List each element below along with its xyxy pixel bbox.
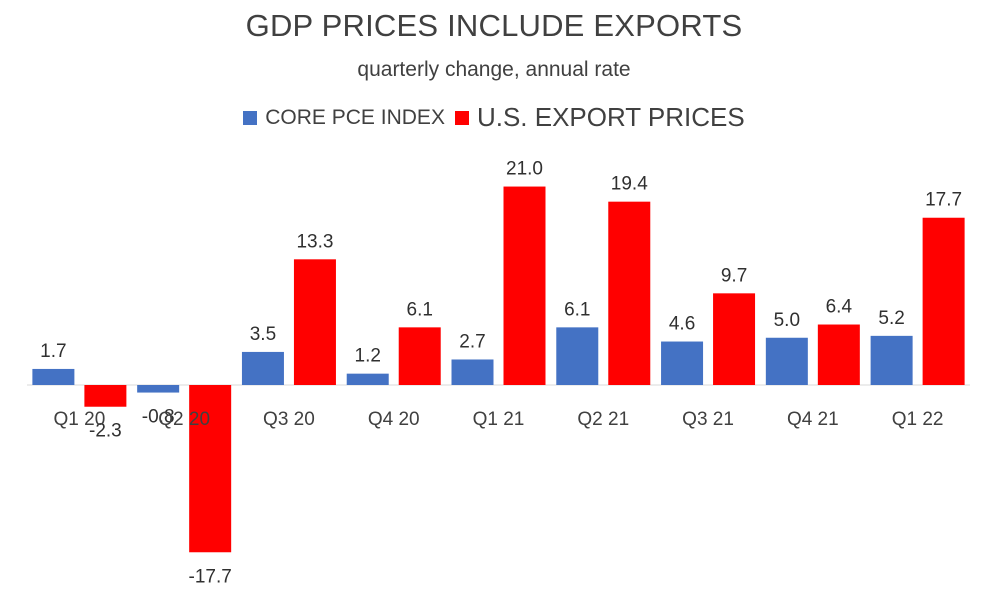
bar-core-pce (137, 385, 180, 393)
bar-export-prices (503, 186, 546, 385)
bar-core-pce (556, 327, 599, 385)
bar-export-prices (817, 324, 860, 385)
chart-legend: CORE PCE INDEX U.S. EXPORT PRICES (0, 102, 988, 133)
legend-item-export-prices: U.S. EXPORT PRICES (454, 102, 745, 133)
legend-item-core-pce: CORE PCE INDEX (243, 106, 445, 130)
data-label-core-pce: 4.6 (669, 314, 695, 335)
bar-core-pce (451, 359, 494, 385)
bar-core-pce (32, 368, 75, 385)
chart-title: GDP PRICES INCLUDE EXPORTS (245, 8, 743, 43)
data-label-export-prices: -2.3 (89, 421, 122, 442)
data-label-export-prices: 6.1 (407, 299, 433, 320)
bar-export-prices (84, 385, 127, 407)
bar-core-pce (241, 351, 284, 385)
data-label-export-prices: -17.7 (189, 566, 232, 587)
bar-export-prices (189, 385, 232, 553)
data-label-core-pce: 1.7 (40, 341, 66, 362)
data-label-core-pce: 2.7 (459, 331, 485, 352)
bar-core-pce (765, 337, 808, 385)
data-label-export-prices: 9.7 (721, 265, 747, 286)
x-tick-label: Q3 21 (682, 409, 734, 430)
bar-export-prices (398, 327, 441, 385)
bar-export-prices (608, 201, 651, 385)
data-label-core-pce: 1.2 (355, 346, 381, 367)
data-label-core-pce: 5.2 (878, 308, 904, 329)
chart-subtitle: quarterly change, annual rate (357, 58, 631, 81)
bar-core-pce (346, 373, 389, 385)
data-label-export-prices: 6.4 (826, 297, 853, 318)
legend-swatch-core-pce (243, 110, 258, 125)
x-tick-label: Q4 20 (368, 409, 420, 430)
data-label-export-prices: 13.3 (296, 231, 333, 252)
data-label-core-pce: 6.1 (564, 299, 590, 320)
data-label-export-prices: 19.4 (611, 174, 648, 195)
x-tick-label: Q1 22 (892, 409, 944, 430)
legend-label-core-pce: CORE PCE INDEX (265, 105, 445, 129)
data-label-core-pce: -0.8 (142, 407, 175, 428)
data-label-export-prices: 17.7 (925, 190, 962, 211)
bar-export-prices (922, 217, 965, 385)
data-label-core-pce: 3.5 (250, 324, 276, 345)
bar-core-pce (870, 335, 913, 385)
x-tick-label: Q3 20 (263, 409, 315, 430)
x-tick-label: Q1 21 (473, 409, 525, 430)
bar-export-prices (713, 293, 756, 385)
legend-swatch-export-prices (454, 110, 469, 125)
x-tick-label: Q2 20 (158, 409, 210, 430)
x-tick-label: Q1 20 (54, 409, 106, 430)
x-tick-label: Q2 21 (577, 409, 629, 430)
legend-label-export-prices: U.S. EXPORT PRICES (476, 102, 745, 132)
data-label-export-prices: 21.0 (506, 159, 543, 180)
bar-core-pce (661, 341, 704, 385)
x-tick-label: Q4 21 (787, 409, 839, 430)
data-label-core-pce: 5.0 (774, 310, 800, 331)
bar-export-prices (293, 259, 336, 385)
